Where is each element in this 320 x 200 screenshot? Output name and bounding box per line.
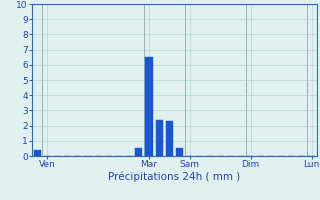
Bar [145, 57, 153, 156]
Bar [166, 121, 173, 156]
X-axis label: Précipitations 24h ( mm ): Précipitations 24h ( mm ) [108, 172, 241, 182]
Bar [135, 148, 142, 156]
Bar [34, 150, 41, 156]
Bar [176, 148, 183, 156]
Bar [156, 120, 163, 156]
